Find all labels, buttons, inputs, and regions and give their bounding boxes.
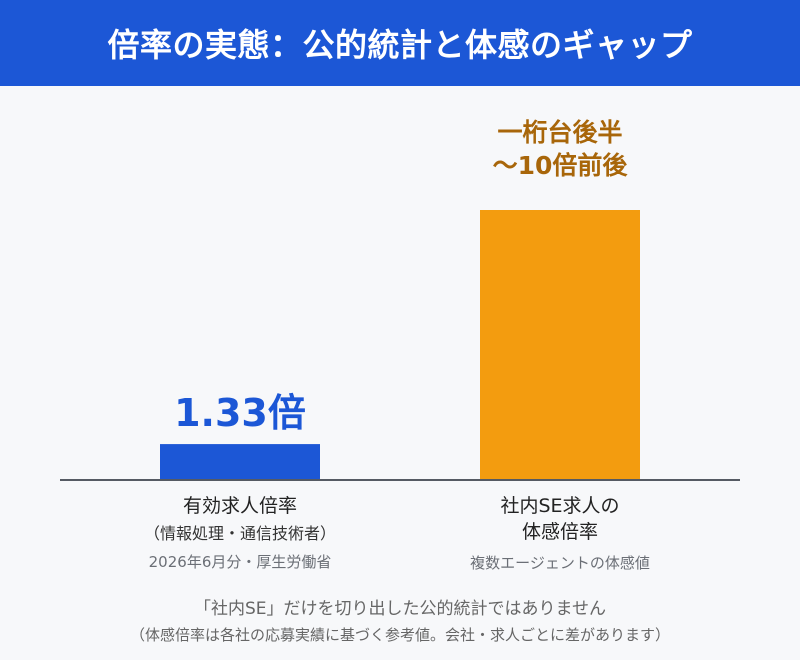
- category-label-1: 社内SE求人の 体感倍率 複数エージェントの体感値: [470, 495, 650, 572]
- bar-chart: 1.33倍 一桁台後半〜10倍前後 有効求人倍率 （情報処理・通信技術者） 202…: [60, 118, 740, 644]
- footnote-line1: 「社内SE」だけを切り出した公的統計ではありません: [194, 599, 606, 619]
- category-label-line1: 有効求人倍率: [183, 495, 297, 517]
- category-label-line1: 社内SE求人の: [500, 495, 619, 517]
- bar-0: [160, 444, 320, 480]
- value-label-1-line0: 一桁台後半: [497, 118, 622, 147]
- category-label-line2: 体感倍率: [522, 521, 598, 543]
- value-label-1-line1: 〜10倍前後: [493, 151, 629, 180]
- bars-layer: [160, 210, 640, 480]
- value-labels-layer: 1.33倍 一桁台後半〜10倍前後: [174, 118, 628, 435]
- value-label-0-line0: 1.33倍: [174, 391, 306, 435]
- chart-title: 倍率の実態：公的統計と体感のギャップ: [0, 0, 800, 86]
- footnote-line2: （体感倍率は各社の応募実績に基づく参考値。会社・求人ごとに差があります）: [130, 626, 670, 644]
- category-label-line2: （情報処理・通信技術者）: [144, 524, 336, 543]
- category-label-0: 有効求人倍率 （情報処理・通信技術者） 2026年6月分・厚生労働省: [144, 495, 336, 571]
- category-source-note: 複数エージェントの体感値: [470, 554, 650, 572]
- bar-1: [480, 210, 640, 480]
- category-source-note: 2026年6月分・厚生労働省: [149, 553, 332, 571]
